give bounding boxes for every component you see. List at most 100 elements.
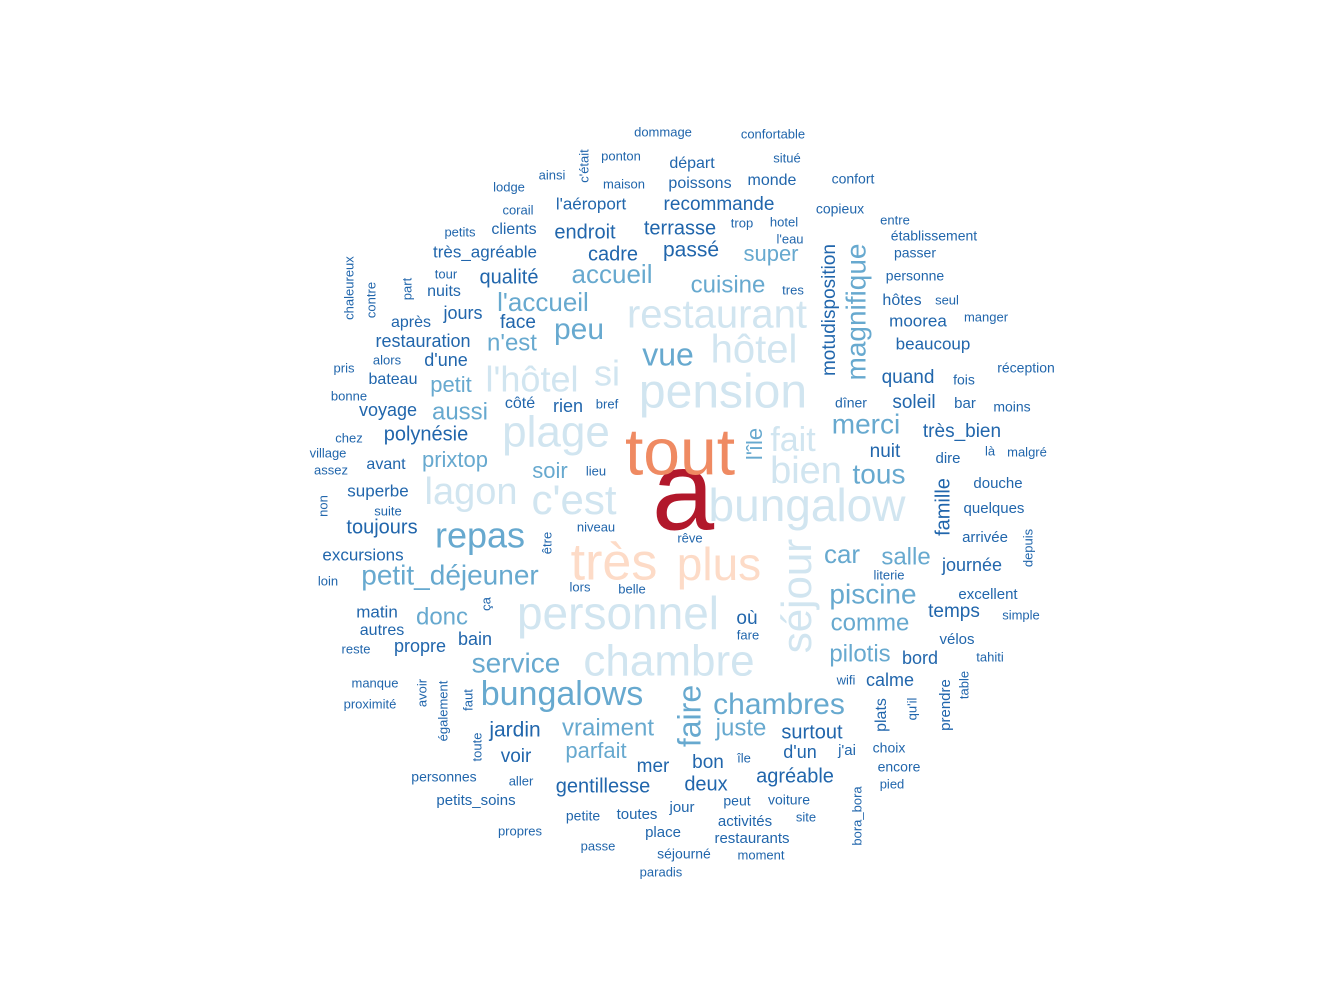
word-personne: personne xyxy=(886,268,945,284)
word-tres-agreable: très_agréable xyxy=(433,242,537,261)
word-choix: choix xyxy=(873,740,906,756)
word-toujours: toujours xyxy=(346,516,417,538)
word-passe: passé xyxy=(663,239,719,262)
word-nuit: nuit xyxy=(870,441,901,462)
word-village: village xyxy=(310,445,347,460)
word-cuisine: cuisine xyxy=(691,271,766,298)
word-fait: fait xyxy=(770,421,816,459)
word-tres: tres xyxy=(782,282,804,297)
word-maison: maison xyxy=(603,176,645,191)
word-bon: bon xyxy=(692,752,724,773)
word-qu-il: qu'il xyxy=(904,698,919,721)
word-chaleureux: chaleureux xyxy=(341,256,356,320)
word-petits: petits xyxy=(444,224,476,239)
word-piscine: piscine xyxy=(829,578,916,609)
word-bord: bord xyxy=(902,648,938,668)
word-copieux: copieux xyxy=(816,201,864,217)
word-pris: pris xyxy=(334,360,355,375)
word-soleil: soleil xyxy=(892,392,935,413)
word-suite: suite xyxy=(374,503,401,518)
word-etre: être xyxy=(539,532,554,554)
word-matin: matin xyxy=(356,602,398,621)
word-pension: pension xyxy=(639,366,807,419)
word-voyage: voyage xyxy=(359,400,417,420)
word-belle: belle xyxy=(618,581,645,596)
word-l-accueil: l'accueil xyxy=(497,287,589,317)
word-corail: corail xyxy=(502,202,533,217)
word-l-eau: l'eau xyxy=(776,231,803,246)
word-rien: rien xyxy=(553,396,583,416)
word-journee: journée xyxy=(941,555,1002,575)
word-tres-bien: très_bien xyxy=(923,421,1001,442)
word-site: site xyxy=(796,809,816,824)
word-cote: côté xyxy=(505,395,535,412)
word-bateau: bateau xyxy=(369,371,418,388)
word-tres: très xyxy=(571,534,658,592)
word-ile: île xyxy=(736,750,751,765)
word-arrivee: arrivée xyxy=(962,529,1008,546)
word-fare: fare xyxy=(737,627,759,642)
word-merci: merci xyxy=(832,408,900,439)
word-peut: peut xyxy=(723,793,750,809)
word-hotel: hotel xyxy=(770,214,798,229)
word-ou: où xyxy=(736,608,757,629)
word-n-est: n'est xyxy=(487,329,537,356)
word-entre: entre xyxy=(880,212,910,227)
word-poissons: poissons xyxy=(668,175,731,192)
word-restauration: restauration xyxy=(375,331,470,351)
word-plage: plage xyxy=(502,408,610,457)
word-salle: salle xyxy=(881,543,930,570)
word-lieu: lieu xyxy=(586,463,606,478)
word-bungalows: bungalows xyxy=(481,675,644,713)
word-famille: famille xyxy=(932,478,954,536)
word-d-un: d'un xyxy=(783,742,816,762)
word-accueil: accueil xyxy=(572,259,653,289)
word-gentillesse: gentillesse xyxy=(556,775,651,797)
word-moorea: moorea xyxy=(889,311,947,330)
word-sejourne: séjourné xyxy=(657,846,711,862)
word-passer: passer xyxy=(894,245,936,261)
word-velos: vélos xyxy=(939,631,974,648)
word-dire: dire xyxy=(935,450,960,467)
word-car: car xyxy=(824,539,860,569)
word-l-ile: l'île xyxy=(742,428,767,460)
word-lagon: lagon xyxy=(425,471,518,513)
word-pied: pied xyxy=(880,776,905,791)
word-reste: reste xyxy=(342,641,371,656)
word-deux: deux xyxy=(684,773,727,795)
word-peu: peu xyxy=(554,313,604,346)
word-lors: lors xyxy=(570,579,591,594)
word-hotel: hôtel xyxy=(711,328,798,372)
word-juste: juste xyxy=(715,714,767,741)
word-propres: propres xyxy=(498,823,543,838)
word-assez: assez xyxy=(314,462,348,477)
word-table: table xyxy=(956,671,971,699)
word-superbe: superbe xyxy=(347,481,408,500)
word-moins: moins xyxy=(993,399,1030,415)
word-terrasse: terrasse xyxy=(644,217,716,239)
word-personnes: personnes xyxy=(411,769,476,785)
word-monde: monde xyxy=(748,172,797,189)
word-bungalow: bungalow xyxy=(709,479,907,531)
word-plus: plus xyxy=(677,538,761,590)
word-confort: confort xyxy=(832,171,875,187)
word-nuits: nuits xyxy=(427,283,461,300)
word-confortable: confortable xyxy=(741,126,805,141)
word-c-est: c'est xyxy=(531,476,616,523)
word-petite: petite xyxy=(566,808,600,824)
word-jour: jour xyxy=(668,799,694,816)
word-part: part xyxy=(399,277,414,300)
word-encore: encore xyxy=(878,759,921,775)
word-excellent: excellent xyxy=(958,586,1018,603)
word-seul: seul xyxy=(935,292,959,307)
word-aller: aller xyxy=(509,773,534,788)
word-propre: propre xyxy=(394,636,446,656)
word-restaurants: restaurants xyxy=(714,830,789,847)
word-petits-soins: petits_soins xyxy=(436,792,515,809)
word-trop: trop xyxy=(731,215,753,230)
word-bain: bain xyxy=(458,629,492,649)
word-aussi: aussi xyxy=(432,398,488,425)
word-qualite: qualité xyxy=(480,266,539,288)
word-recommande: recommande xyxy=(664,194,775,215)
